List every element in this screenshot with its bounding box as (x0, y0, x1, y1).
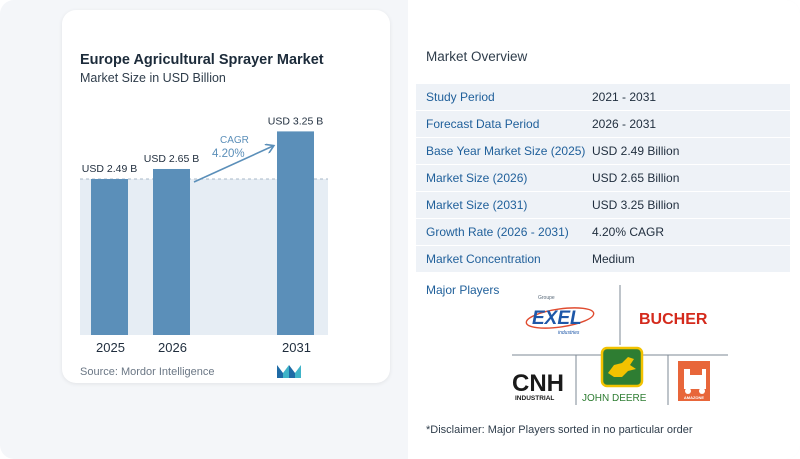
chart-title: Europe Agricultural Sprayer Market (80, 52, 324, 68)
svg-text:CNH: CNH (512, 370, 564, 397)
row-key: Growth Rate (2026 - 2031) (426, 225, 569, 239)
row-value: USD 2.65 Billion (592, 171, 680, 185)
bar-2026 (153, 168, 190, 335)
svg-text:EXEL: EXEL (532, 308, 582, 329)
svg-text:JOHN DEERE: JOHN DEERE (582, 393, 647, 404)
overview-row-growth-rate: Growth Rate (2026 - 2031) 4.20% CAGR (416, 219, 790, 245)
overview-title: Market Overview (426, 49, 528, 64)
row-value: USD 3.25 Billion (592, 198, 680, 212)
row-key: Market Size (2031) (426, 198, 528, 212)
amazone-logo: AMAZONE (678, 361, 710, 401)
overview-row-size-2026: Market Size (2026) USD 2.65 Billion (416, 165, 790, 191)
svg-text:INDUSTRIAL: INDUSTRIAL (515, 395, 554, 402)
john-deere-logo: JOHN DEERE (582, 346, 647, 404)
chart-subtitle: Market Size in USD Billion (80, 71, 226, 85)
disclaimer: *Disclaimer: Major Players sorted in no … (426, 424, 693, 436)
row-key: Study Period (426, 90, 495, 104)
row-value: USD 2.49 Billion (592, 144, 680, 158)
overview-row-size-2031: Market Size (2031) USD 3.25 Billion (416, 192, 790, 218)
bar-label-2026: USD 2.65 B (144, 153, 199, 165)
bar-label-2025: USD 2.49 B (82, 163, 137, 175)
cagr-arrow (193, 146, 273, 183)
x-tick-2031: 2031 (282, 340, 311, 355)
x-tick-2025: 2025 (96, 340, 125, 355)
row-key: Forecast Data Period (426, 117, 540, 131)
overview-row-base-year-size: Base Year Market Size (2025) USD 2.49 Bi… (416, 138, 790, 164)
cnh-industrial-logo: CNH INDUSTRIAL (512, 370, 564, 402)
row-value: 2026 - 2031 (592, 117, 657, 131)
overview-row-forecast-period: Forecast Data Period 2026 - 2031 (416, 111, 790, 137)
mordor-intelligence-logo-icon (277, 365, 301, 378)
svg-text:industries: industries (558, 330, 580, 336)
cagr-label: CAGR (220, 135, 249, 146)
x-tick-2026: 2026 (158, 340, 187, 355)
row-key: Market Concentration (426, 252, 541, 266)
bar-chart: USD 2.49 B USD 2.65 B USD 3.25 B 2025 2026 2… (80, 115, 328, 355)
bucher-logo: BUCHER (639, 311, 708, 328)
bar-label-2031: USD 3.25 B (268, 115, 323, 127)
bar-2031 (277, 131, 314, 335)
exel-industries-logo: Groupe EXEL industries (525, 295, 595, 336)
bar-2025 (91, 179, 128, 335)
overview-row-study-period: Study Period 2021 - 2031 (416, 84, 790, 110)
row-value: Medium (592, 252, 635, 266)
overview-row-concentration: Market Concentration Medium (416, 246, 790, 272)
cagr-value: 4.20% (212, 148, 245, 160)
svg-text:Groupe: Groupe (538, 295, 555, 301)
row-value: 4.20% CAGR (592, 225, 665, 239)
source-note: Source: Mordor Intelligence (80, 366, 215, 378)
row-key: Base Year Market Size (2025) (426, 144, 586, 158)
svg-text:AMAZONE: AMAZONE (684, 395, 705, 400)
major-players-logos: Groupe EXEL industries BUCHER CNH INDUST… (512, 285, 728, 405)
row-key: Market Size (2026) (426, 171, 528, 185)
row-value: 2021 - 2031 (592, 90, 657, 104)
major-players-label: Major Players (426, 283, 500, 297)
